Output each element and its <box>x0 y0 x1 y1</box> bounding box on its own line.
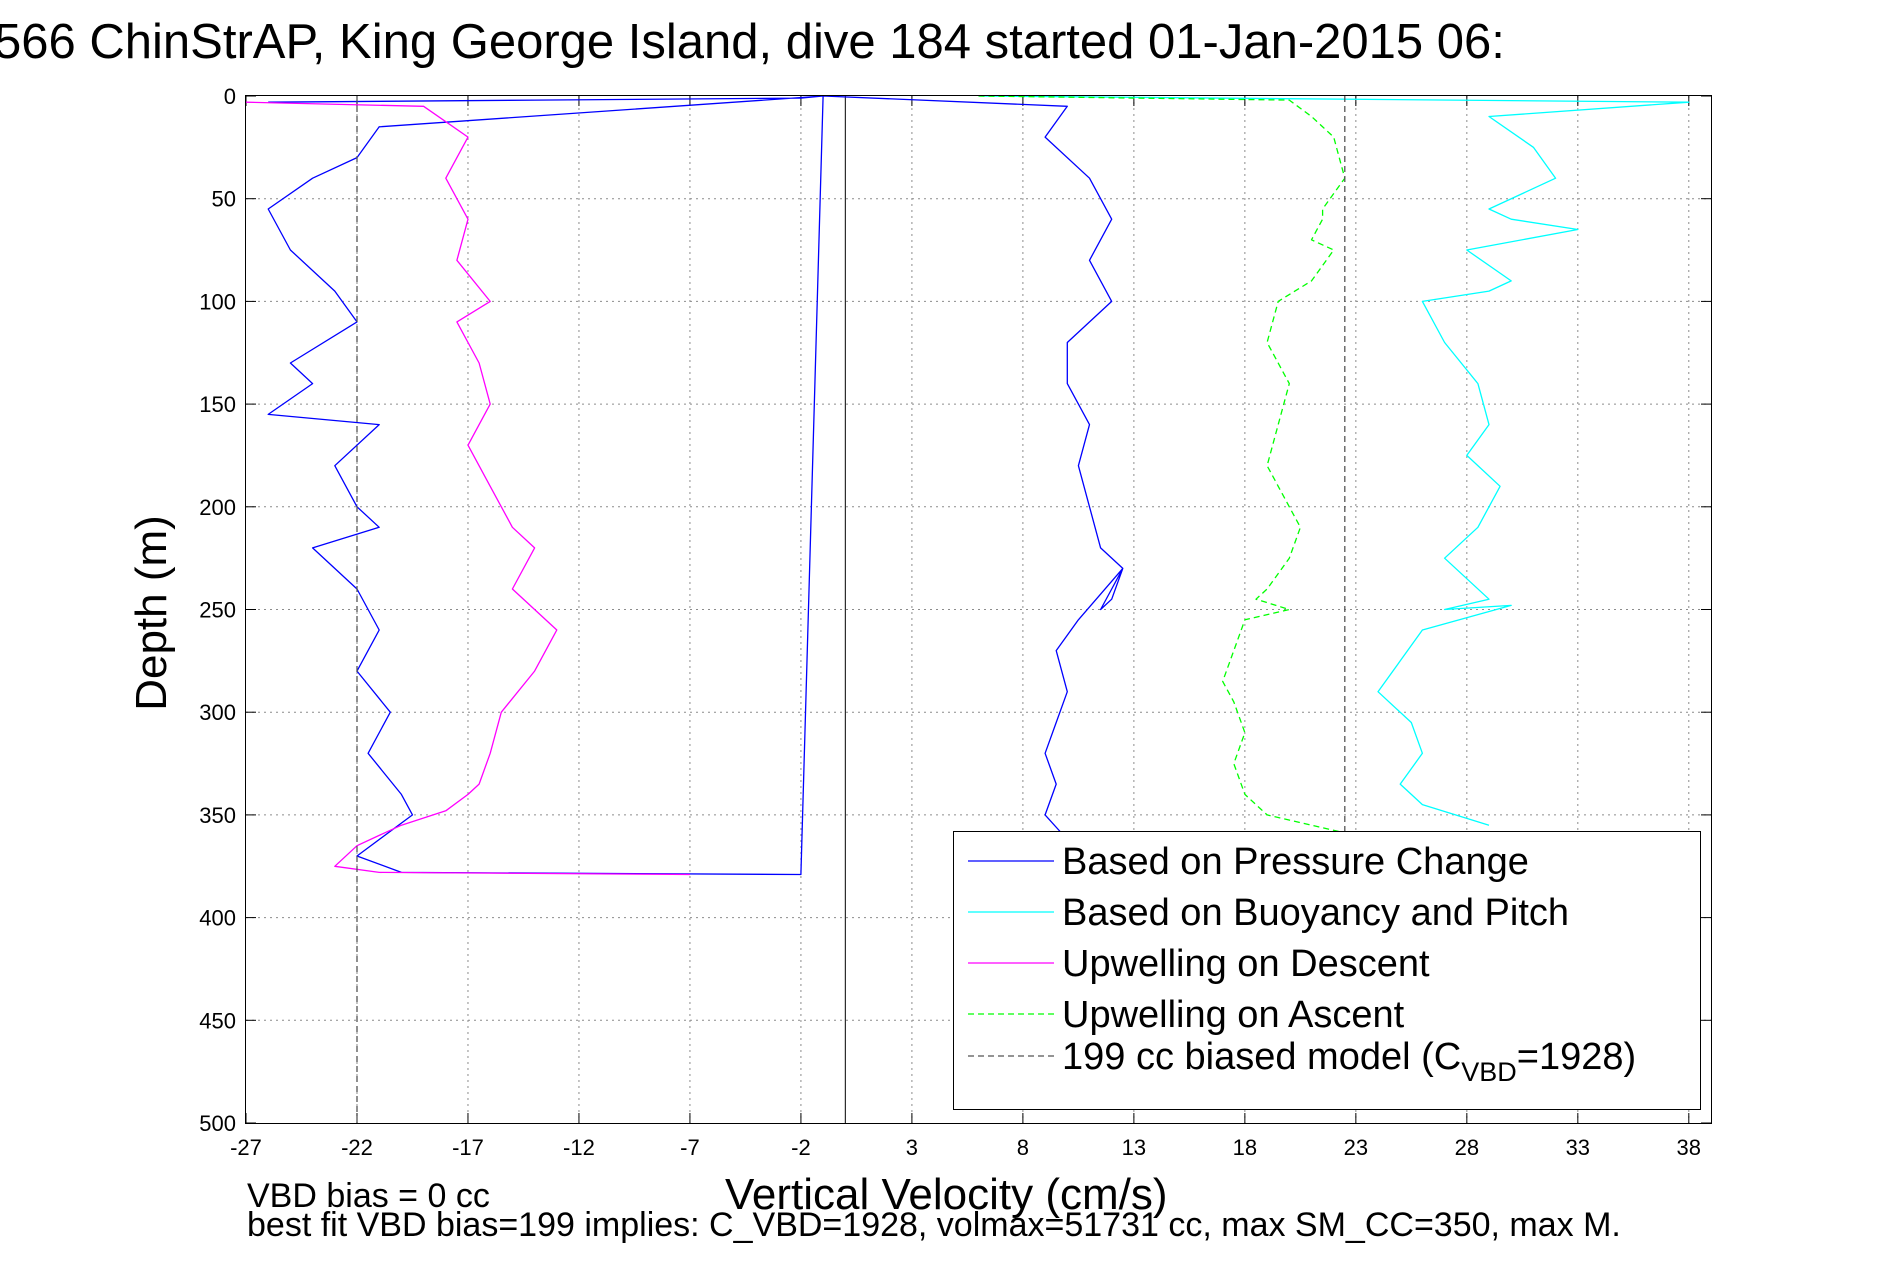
x-tick-label: -27 <box>230 1135 262 1160</box>
x-tick-label: -7 <box>680 1135 700 1160</box>
series-line-upwelling-on-descent <box>245 101 690 876</box>
y-tick-label: 250 <box>199 598 236 623</box>
y-tick-label: 100 <box>199 289 236 314</box>
x-tick-label: 38 <box>1677 1135 1701 1160</box>
legend: Based on Pressure Change Based on Buoyanc… <box>953 831 1701 1110</box>
x-axis-label: Vertical Velocity (cm/s) <box>725 1170 1168 1219</box>
legend-label-subscript: VBD <box>1461 1057 1517 1087</box>
x-tick-label: 3 <box>906 1135 918 1160</box>
x-tick-label: 28 <box>1455 1135 1479 1160</box>
y-tick-label: 300 <box>199 700 236 725</box>
y-tick-label: 350 <box>199 803 236 828</box>
y-tick-label: 0 <box>224 84 236 109</box>
legend-label: Based on Buoyancy and Pitch <box>1062 892 1569 934</box>
series-line-based-on-buoyancy-and-pitch <box>978 95 1690 826</box>
legend-label-tail: =1928) <box>1517 1036 1636 1078</box>
y-axis-label: Depth (m) <box>127 515 176 711</box>
plot-frame <box>245 95 1712 1124</box>
x-tick-label: 8 <box>1017 1135 1029 1160</box>
x-tick-label: -17 <box>452 1135 484 1160</box>
x-tick-label: -12 <box>563 1135 595 1160</box>
x-tick-label: 33 <box>1566 1135 1590 1160</box>
legend-label: Upwelling on Ascent <box>1062 994 1405 1036</box>
x-tick-label: 18 <box>1233 1135 1257 1160</box>
x-tick-label: 23 <box>1344 1135 1368 1160</box>
x-tick-label: -2 <box>791 1135 811 1160</box>
legend-label: Upwelling on Descent <box>1062 943 1430 985</box>
y-tick-label: 50 <box>212 187 236 212</box>
x-tick-label: 13 <box>1122 1135 1146 1160</box>
series-line-upwelling-on-ascent <box>978 95 1356 837</box>
y-tick-label: 200 <box>199 495 236 520</box>
legend-label: Based on Pressure Change <box>1062 841 1529 883</box>
chart-title: 566 ChinStrAP, King George Island, dive … <box>0 15 1505 69</box>
best-fit-note: best fit VBD bias=199 implies: C_VBD=192… <box>247 1206 1621 1244</box>
vbd-bias-note: VBD bias = 0 cc <box>247 1177 490 1215</box>
legend-box <box>953 831 1701 1110</box>
x-axis-ticks: -27 -22 -17 -12 -7 -2 3 8 13 18 23 28 33 38 <box>230 96 1701 1160</box>
y-tick-label: 500 <box>199 1111 236 1136</box>
y-axis-ticks: 0 50 100 150 200 250 300 350 400 450 500 <box>199 84 1711 1136</box>
y-tick-label: 400 <box>199 906 236 931</box>
data-series <box>245 95 1690 1123</box>
x-tick-label: -22 <box>341 1135 373 1160</box>
y-tick-label: 450 <box>199 1008 236 1033</box>
y-tick-label: 150 <box>199 392 236 417</box>
